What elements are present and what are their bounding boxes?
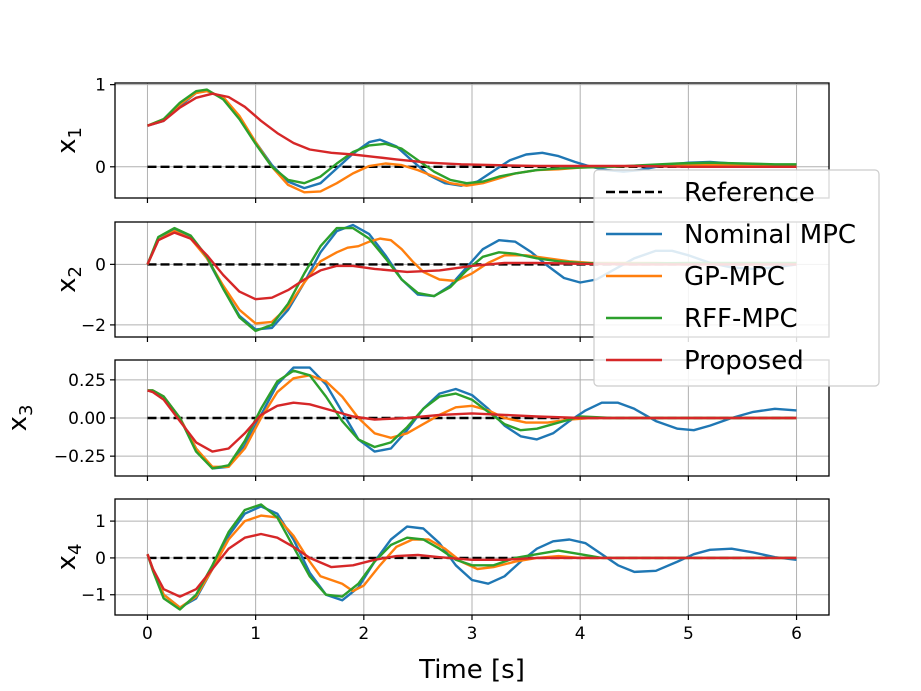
series-proposed-line <box>146 231 797 301</box>
legend-label: Nominal MPC <box>684 220 856 250</box>
y-axis-label: x3 <box>3 405 37 432</box>
y-tick-label: 1 <box>95 512 106 532</box>
x-tick-label: 4 <box>575 624 586 644</box>
legend: Reference Nominal MPC GP-MPC RFF-MPC Propose… <box>593 169 880 387</box>
legend-label: RFF-MPC <box>684 304 798 334</box>
y-axis-label-subscript: 3 <box>16 405 37 416</box>
y-axis-label-subscript: 1 <box>65 127 86 138</box>
x-tick-label: 6 <box>791 624 802 644</box>
y-tick-label: −2 <box>81 316 106 336</box>
series-rff-mpc-line <box>146 503 797 611</box>
y-axis-label-base: x <box>52 139 82 154</box>
x-tick-label: 3 <box>467 624 478 644</box>
y-axis-label-subscript: 4 <box>65 544 86 555</box>
y-axis-label-base: x <box>52 555 82 570</box>
series-proposed-line <box>147 389 797 453</box>
y-tick-label: −0.25 <box>54 447 106 467</box>
y-axis-label-base: x <box>3 416 33 431</box>
y-axis-label-subscript: 2 <box>65 266 86 277</box>
y-tick-label: 0.25 <box>68 371 106 391</box>
y-tick-label: −1 <box>81 586 106 606</box>
x-tick-label: 5 <box>683 624 694 644</box>
series-proposed-line <box>146 532 797 598</box>
y-tick-label: 0.00 <box>68 409 106 429</box>
y-axis-label: x4 <box>52 544 86 571</box>
y-axis-label-base: x <box>52 278 82 293</box>
x-tick-label: 1 <box>250 624 261 644</box>
x-tick-label: 2 <box>358 624 369 644</box>
y-tick-label: 1 <box>95 76 106 96</box>
series-proposed-line <box>147 92 797 168</box>
legend-label: Proposed <box>684 346 804 376</box>
y-axis-label: x2 <box>52 266 86 293</box>
x-axis-label: Time [s] <box>418 655 525 685</box>
legend-label: Reference <box>684 178 815 208</box>
y-tick-label: 0 <box>95 255 106 275</box>
x-tick-label: 0 <box>142 624 153 644</box>
y-axis-label: x1 <box>52 127 86 154</box>
y-tick-label: 0 <box>95 158 106 178</box>
legend-label: GP-MPC <box>684 262 785 292</box>
legend-box <box>593 169 880 387</box>
subplot-3: −0.25 0.00 0.25 x3 <box>3 359 830 481</box>
y-tick-label: 0 <box>95 549 106 569</box>
